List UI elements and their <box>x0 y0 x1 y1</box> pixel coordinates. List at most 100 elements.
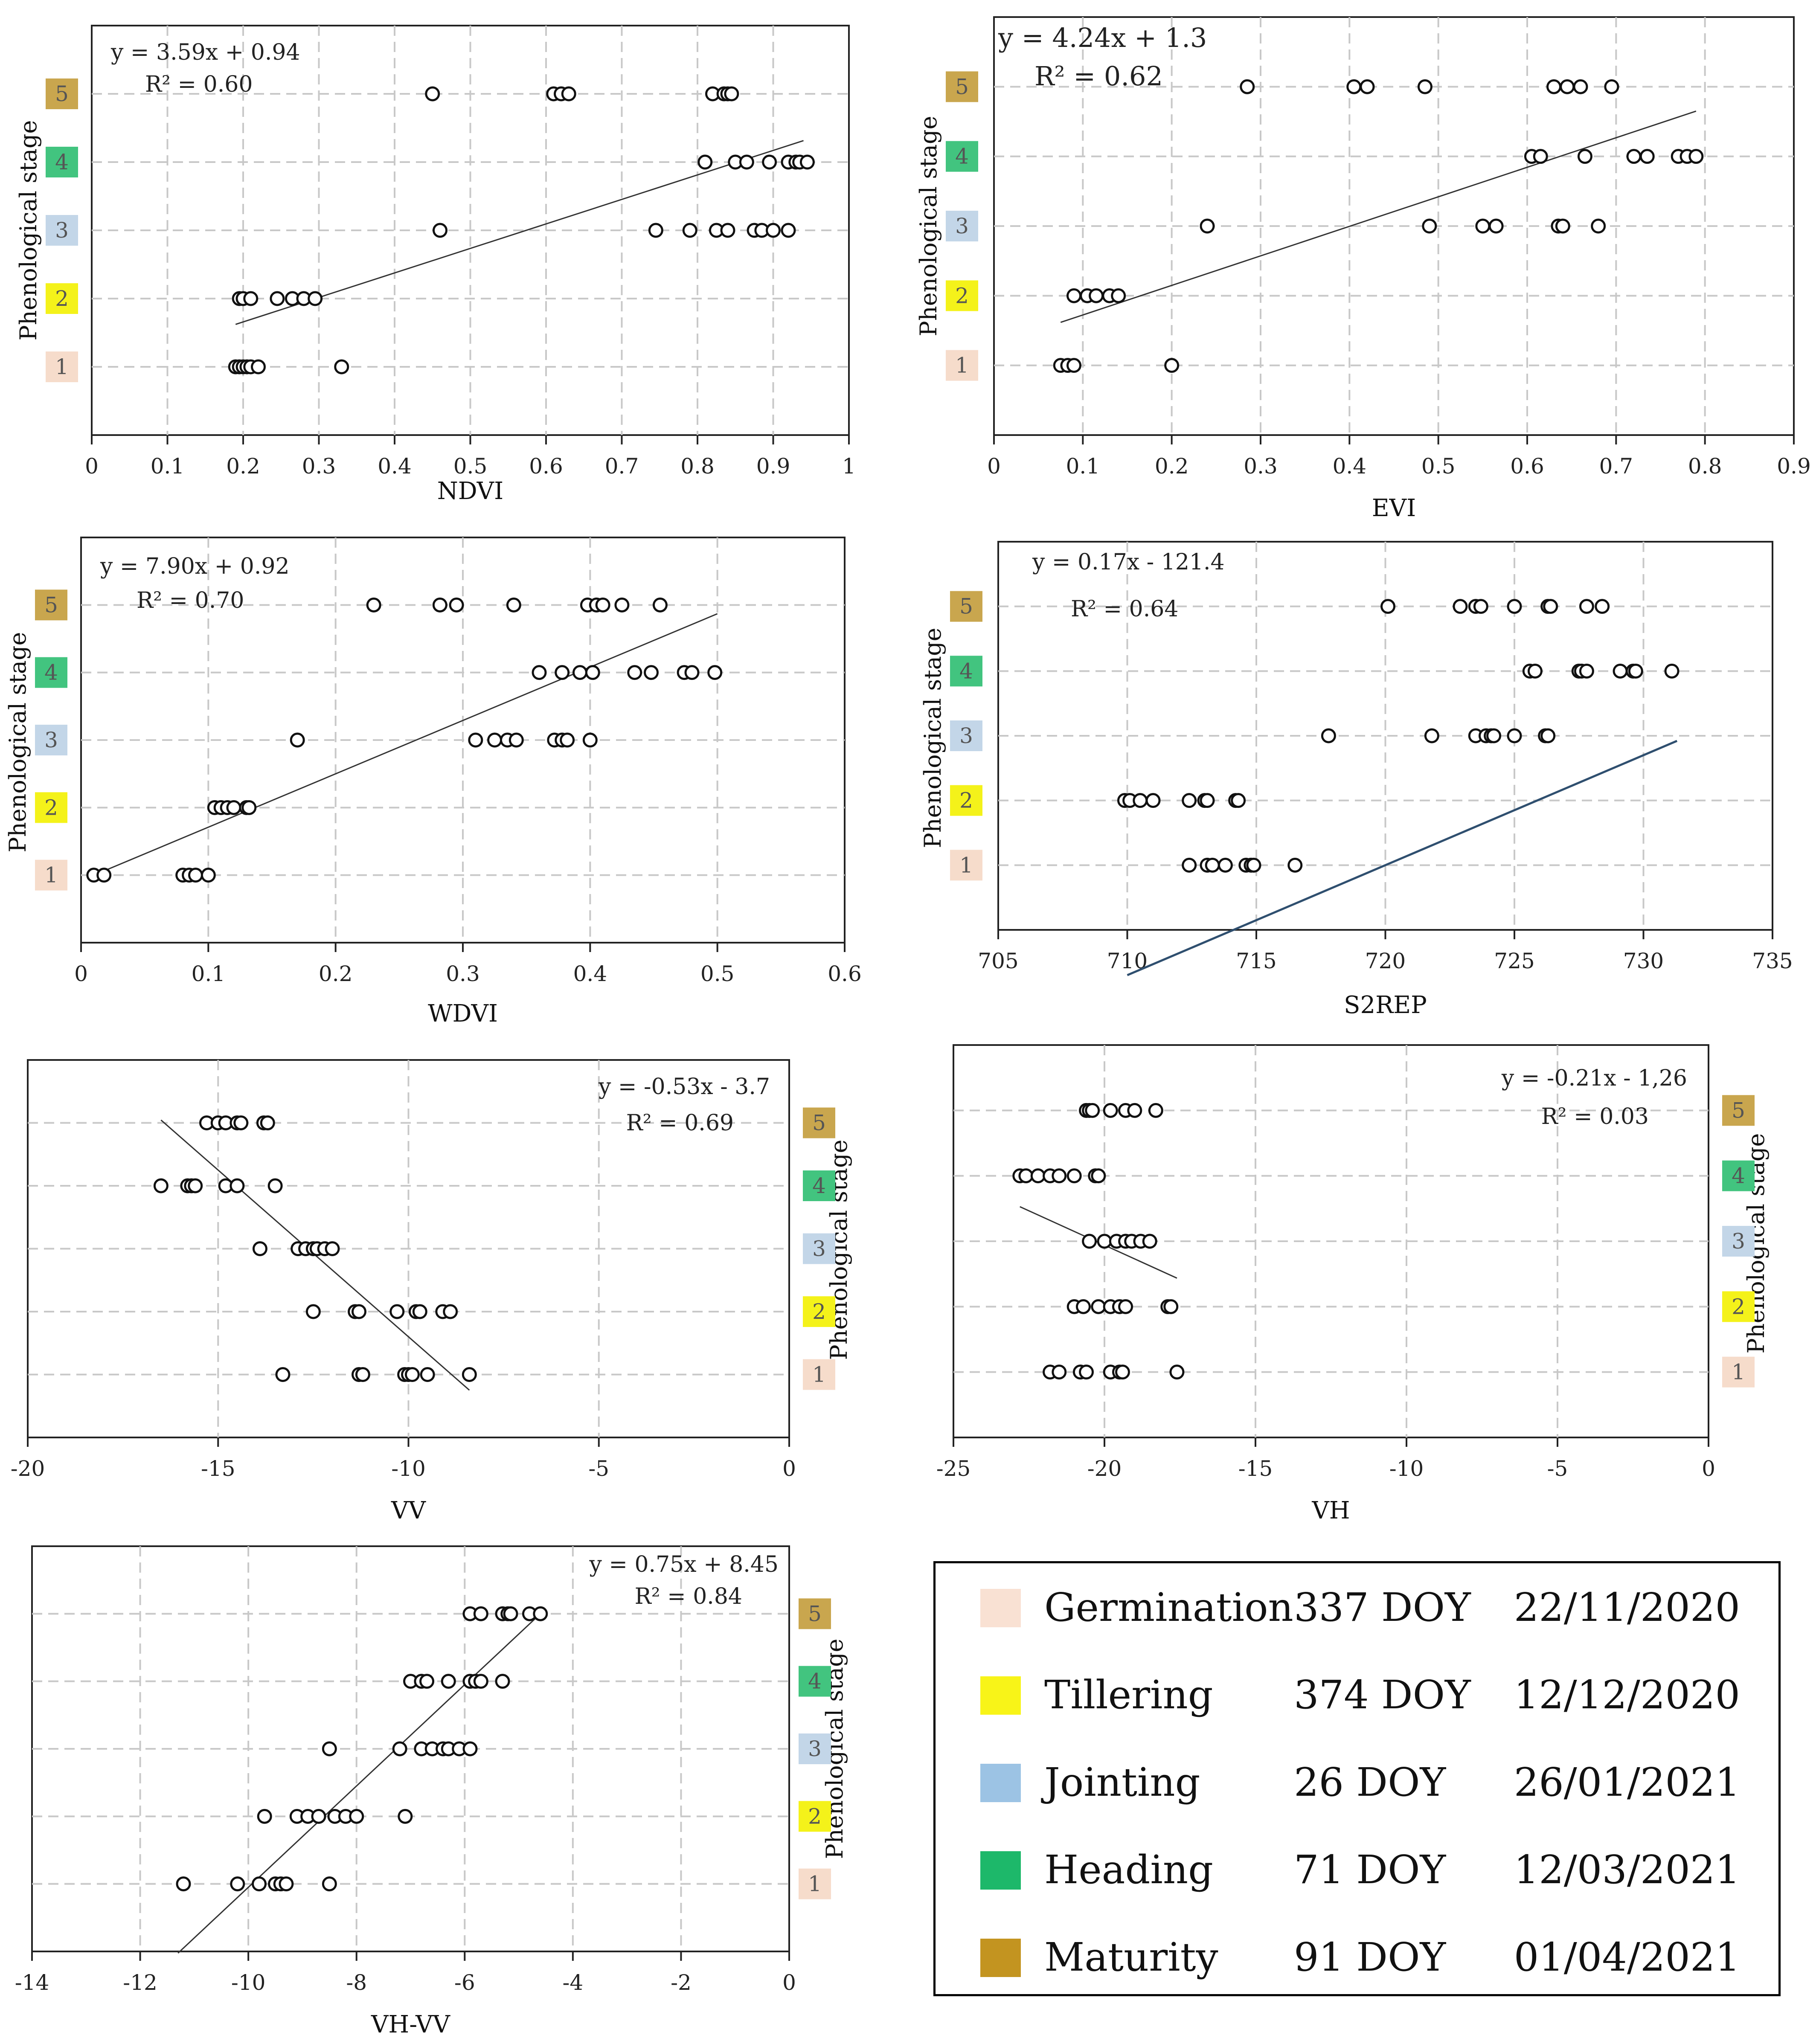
data-point <box>419 1674 435 1689</box>
data-point <box>1082 1234 1097 1249</box>
stage-label: 5 <box>812 1111 826 1135</box>
x-tick-label: 0.6 <box>1510 454 1544 479</box>
x-tick-label: 0.5 <box>453 454 488 479</box>
data-point <box>1231 793 1246 808</box>
stage-label: 2 <box>808 1804 822 1829</box>
data-point <box>1182 793 1197 808</box>
stage-label: 5 <box>44 592 58 617</box>
data-point <box>267 1178 283 1193</box>
legend-swatch <box>980 1851 1021 1890</box>
stage-label: 4 <box>959 659 973 683</box>
data-point <box>1111 288 1126 303</box>
stage-box <box>799 1598 831 1629</box>
x-tick-label: 0 <box>782 1970 796 1995</box>
stage-label: 3 <box>55 218 69 243</box>
x-tick-label: 730 <box>1623 949 1664 973</box>
data-point <box>432 597 447 613</box>
legend-swatch <box>980 1589 1021 1627</box>
data-point <box>1182 857 1197 873</box>
stage-box <box>803 1359 835 1390</box>
data-point <box>153 1178 169 1193</box>
r-squared-label: R² = 0.70 <box>137 588 244 613</box>
data-point <box>1163 1299 1179 1314</box>
legend-doy: 91 DOY <box>1294 1934 1446 1980</box>
data-point <box>495 1674 510 1689</box>
trendline <box>1127 740 1678 976</box>
data-point <box>1115 1365 1130 1380</box>
data-point <box>433 223 447 238</box>
data-point <box>1560 79 1575 94</box>
data-point <box>226 800 241 815</box>
x-tick-label: 0.8 <box>1688 454 1722 479</box>
data-point <box>555 665 570 680</box>
data-point <box>1473 599 1488 614</box>
data-point <box>188 1178 203 1193</box>
stage-box <box>946 280 978 311</box>
data-point <box>1664 663 1680 679</box>
stage-label: 1 <box>808 1872 822 1896</box>
x-tick-label: 0.1 <box>192 961 226 986</box>
stage-box <box>35 725 67 755</box>
data-point <box>1507 728 1522 743</box>
stage-box <box>946 211 978 241</box>
stage-label: 3 <box>955 214 969 238</box>
legend-stage-name: Maturity <box>1044 1934 1218 1980</box>
data-point <box>614 597 630 613</box>
data-point <box>766 223 781 238</box>
data-point <box>257 1809 272 1824</box>
data-point <box>1066 288 1081 303</box>
stage-label: 1 <box>55 354 69 379</box>
data-point <box>1118 1299 1133 1314</box>
data-point <box>473 1674 488 1689</box>
data-point <box>311 1809 326 1824</box>
legend-row-tillering: Tillering 374 DOY 12/12/2020 <box>936 1668 1778 1719</box>
stage-label: 3 <box>812 1237 826 1261</box>
data-point <box>1321 728 1336 743</box>
stage-label: 4 <box>55 150 69 174</box>
legend-date: 12/03/2021 <box>1514 1847 1740 1893</box>
data-point <box>1555 218 1570 234</box>
x-tick-label: 0.6 <box>529 454 563 479</box>
x-tick-label: -5 <box>1547 1456 1568 1481</box>
legend-date: 01/04/2021 <box>1514 1934 1740 1980</box>
data-point <box>1546 79 1561 94</box>
x-axis-label: WDVI <box>428 1000 498 1028</box>
y-axis-label: Phenological stage <box>15 120 42 341</box>
x-tick-label: -5 <box>588 1456 609 1481</box>
stage-label: 1 <box>812 1362 826 1387</box>
data-point <box>1626 149 1642 164</box>
data-point <box>1200 793 1215 808</box>
data-point <box>1079 1365 1094 1380</box>
data-point <box>720 223 735 238</box>
stage-box <box>46 215 78 246</box>
data-point <box>260 1115 275 1130</box>
stage-label: 5 <box>955 74 969 99</box>
data-point <box>1097 1234 1112 1249</box>
data-point <box>322 1876 337 1892</box>
legend-stage-name: Tillering <box>1044 1672 1213 1718</box>
x-tick-label: 0.4 <box>378 454 412 479</box>
x-tick-label: 0.7 <box>1599 454 1633 479</box>
stage-label: 2 <box>55 286 69 311</box>
stage-label: 4 <box>812 1173 826 1198</box>
data-point <box>1527 663 1543 679</box>
x-tick-label: 0.4 <box>1333 454 1367 479</box>
x-tick-label: 1 <box>842 454 856 479</box>
x-tick-label: 0 <box>85 454 99 479</box>
data-point <box>1145 793 1161 808</box>
data-point <box>1579 599 1594 614</box>
stage-box <box>946 350 978 381</box>
x-tick-label: 0.1 <box>1066 454 1100 479</box>
data-point <box>1200 218 1215 234</box>
stage-box <box>803 1296 835 1327</box>
stage-box <box>803 1170 835 1201</box>
legend-doy: 374 DOY <box>1294 1672 1471 1718</box>
data-point <box>1133 793 1148 808</box>
data-point <box>627 665 642 680</box>
data-point <box>1052 1365 1067 1380</box>
stage-label: 1 <box>959 853 973 877</box>
data-point <box>473 1606 488 1621</box>
